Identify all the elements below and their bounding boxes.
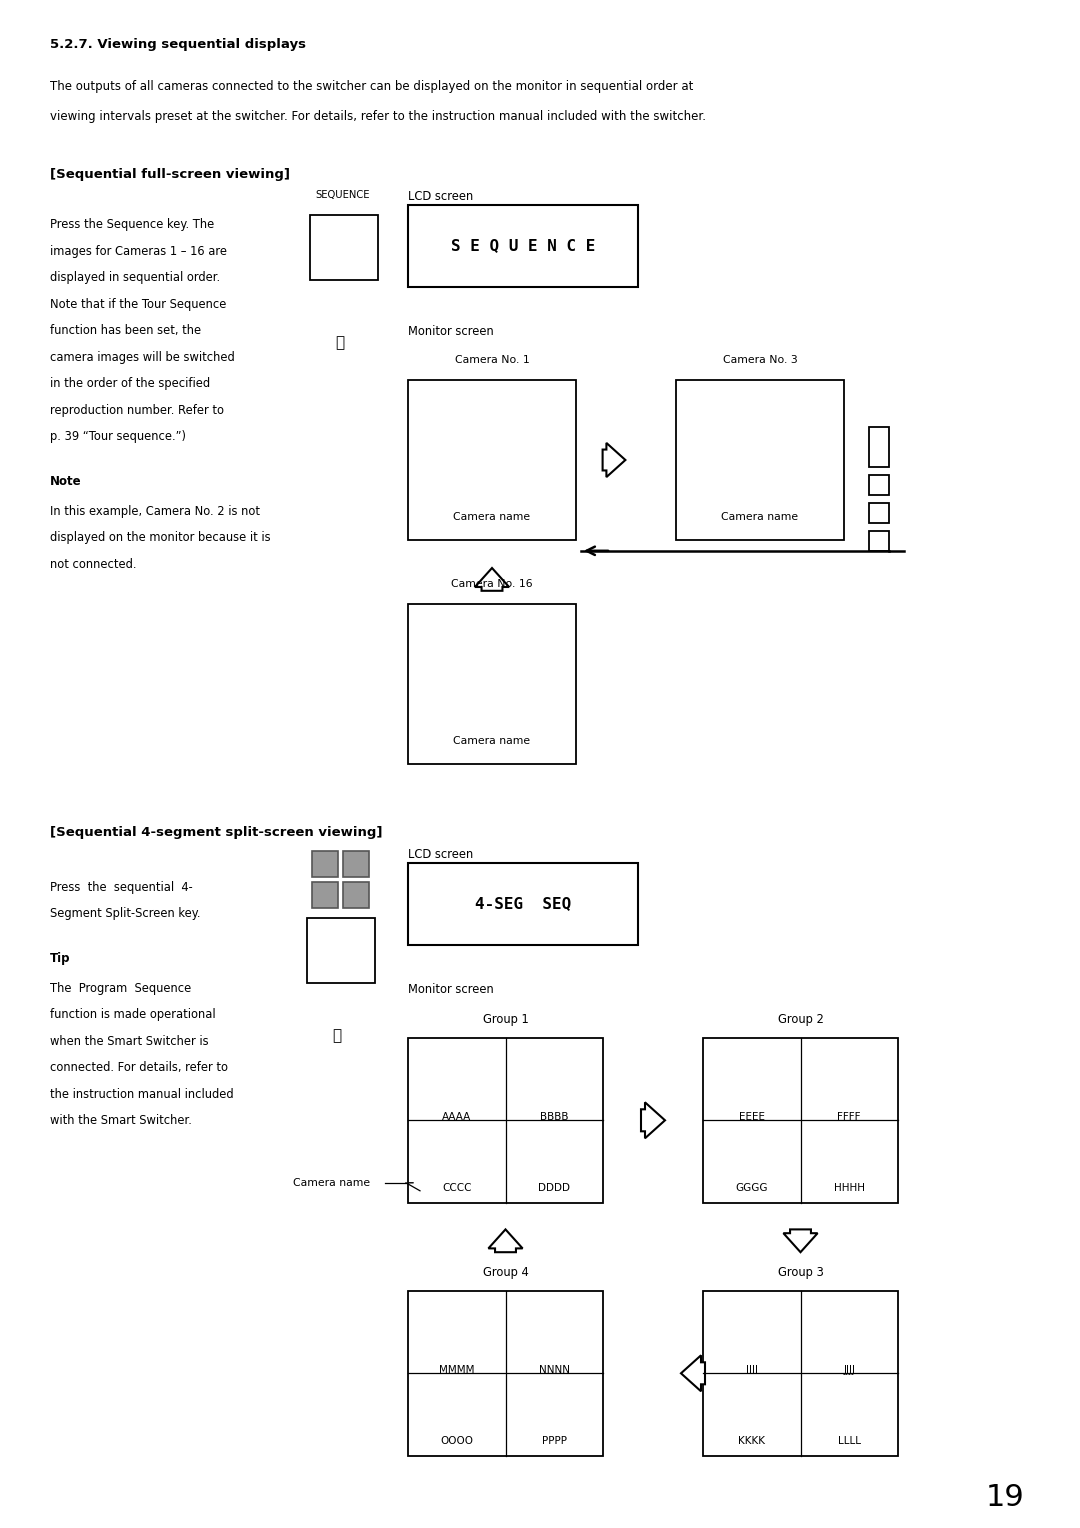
- Text: 19: 19: [986, 1484, 1024, 1513]
- FancyArrow shape: [488, 1230, 523, 1253]
- Text: displayed in sequential order.: displayed in sequential order.: [50, 270, 220, 284]
- Text: Camera No. 16: Camera No. 16: [451, 579, 532, 588]
- Text: p. 39 “Tour sequence.”): p. 39 “Tour sequence.”): [50, 429, 186, 443]
- Bar: [408, 380, 576, 539]
- Bar: [408, 1291, 603, 1456]
- Text: S E Q U E N C E: S E Q U E N C E: [450, 238, 595, 254]
- Text: NNNN: NNNN: [539, 1366, 570, 1375]
- Text: LLLL: LLLL: [838, 1436, 861, 1445]
- Text: MMMM: MMMM: [438, 1366, 474, 1375]
- Text: EEEE: EEEE: [739, 1112, 765, 1122]
- Text: SEQUENCE: SEQUENCE: [315, 189, 369, 200]
- Text: LCD screen: LCD screen: [408, 189, 473, 203]
- Text: function has been set, the: function has been set, the: [50, 324, 201, 338]
- Text: with the Smart Switcher.: with the Smart Switcher.: [50, 1114, 192, 1128]
- Text: PPPP: PPPP: [542, 1436, 567, 1445]
- Text: camera images will be switched: camera images will be switched: [50, 350, 234, 364]
- Text: In this example, Camera No. 2 is not: In this example, Camera No. 2 is not: [50, 504, 260, 518]
- Text: images for Cameras 1 – 16 are: images for Cameras 1 – 16 are: [50, 244, 227, 258]
- Text: Group 2: Group 2: [778, 1013, 823, 1025]
- Text: 4-SEG  SEQ: 4-SEG SEQ: [475, 897, 571, 911]
- Text: Group 3: Group 3: [778, 1265, 823, 1279]
- Text: Tip: Tip: [50, 952, 70, 964]
- Text: The outputs of all cameras connected to the switcher can be displayed on the mon: The outputs of all cameras connected to …: [50, 79, 693, 93]
- Bar: [869, 530, 889, 550]
- FancyArrow shape: [642, 1102, 665, 1138]
- Bar: [408, 1038, 603, 1203]
- Text: when the Smart Switcher is: when the Smart Switcher is: [50, 1034, 208, 1048]
- Bar: [703, 1038, 897, 1203]
- Text: ✋: ✋: [333, 1028, 341, 1042]
- Text: KKKK: KKKK: [739, 1436, 766, 1445]
- Text: Group 1: Group 1: [483, 1013, 528, 1025]
- Text: Press  the  sequential  4-: Press the sequential 4-: [50, 880, 192, 894]
- Text: FFFF: FFFF: [837, 1112, 861, 1122]
- Bar: [869, 503, 889, 523]
- Text: GGGG: GGGG: [735, 1183, 768, 1193]
- Text: displayed on the monitor because it is: displayed on the monitor because it is: [50, 532, 271, 544]
- Bar: [307, 918, 375, 983]
- Text: 5.2.7. Viewing sequential displays: 5.2.7. Viewing sequential displays: [50, 38, 306, 50]
- Text: IIII: IIII: [746, 1366, 758, 1375]
- Text: BBBB: BBBB: [540, 1112, 568, 1122]
- Text: [Sequential 4-segment split-screen viewing]: [Sequential 4-segment split-screen viewi…: [50, 825, 382, 839]
- Text: HHHH: HHHH: [834, 1183, 865, 1193]
- Text: function is made operational: function is made operational: [50, 1008, 216, 1021]
- Bar: [343, 882, 369, 908]
- Bar: [312, 882, 338, 908]
- Text: not connected.: not connected.: [50, 558, 136, 570]
- Text: Press the Sequence key. The: Press the Sequence key. The: [50, 219, 214, 231]
- Text: Camera No. 1: Camera No. 1: [455, 354, 529, 365]
- Bar: [310, 215, 378, 280]
- Text: CCCC: CCCC: [442, 1183, 472, 1193]
- Text: Camera name: Camera name: [454, 736, 530, 746]
- Text: OOOO: OOOO: [441, 1436, 473, 1445]
- Bar: [408, 205, 638, 287]
- Bar: [408, 604, 576, 764]
- FancyArrow shape: [783, 1230, 818, 1253]
- Text: Note: Note: [50, 475, 82, 487]
- Bar: [312, 851, 338, 877]
- Bar: [408, 863, 638, 944]
- Bar: [869, 426, 889, 466]
- Text: reproduction number. Refer to: reproduction number. Refer to: [50, 403, 224, 417]
- Text: Camera name: Camera name: [293, 1178, 370, 1187]
- Text: The  Program  Sequence: The Program Sequence: [50, 983, 191, 995]
- Text: ✋: ✋: [336, 335, 345, 350]
- Text: DDDD: DDDD: [538, 1183, 570, 1193]
- Text: Segment Split-Screen key.: Segment Split-Screen key.: [50, 908, 201, 920]
- Text: LCD screen: LCD screen: [408, 848, 473, 860]
- Text: Camera No. 3: Camera No. 3: [723, 354, 797, 365]
- Bar: [343, 851, 369, 877]
- Text: AAAA: AAAA: [442, 1112, 471, 1122]
- Text: the instruction manual included: the instruction manual included: [50, 1088, 233, 1100]
- Text: Camera name: Camera name: [454, 512, 530, 523]
- Text: in the order of the specified: in the order of the specified: [50, 377, 211, 390]
- Text: JJJJ: JJJJ: [843, 1366, 855, 1375]
- Text: Group 4: Group 4: [483, 1265, 528, 1279]
- Text: connected. For details, refer to: connected. For details, refer to: [50, 1062, 228, 1074]
- Text: Monitor screen: Monitor screen: [408, 983, 494, 996]
- Text: viewing intervals preset at the switcher. For details, refer to the instruction : viewing intervals preset at the switcher…: [50, 110, 706, 122]
- FancyArrow shape: [681, 1355, 705, 1392]
- FancyArrow shape: [603, 443, 625, 477]
- FancyArrow shape: [475, 568, 509, 591]
- Text: [Sequential full-screen viewing]: [Sequential full-screen viewing]: [50, 168, 291, 180]
- Text: Note that if the Tour Sequence: Note that if the Tour Sequence: [50, 298, 227, 310]
- Bar: [869, 475, 889, 495]
- Text: Camera name: Camera name: [721, 512, 798, 523]
- Bar: [676, 380, 843, 539]
- Text: Monitor screen: Monitor screen: [408, 325, 494, 338]
- Bar: [703, 1291, 897, 1456]
